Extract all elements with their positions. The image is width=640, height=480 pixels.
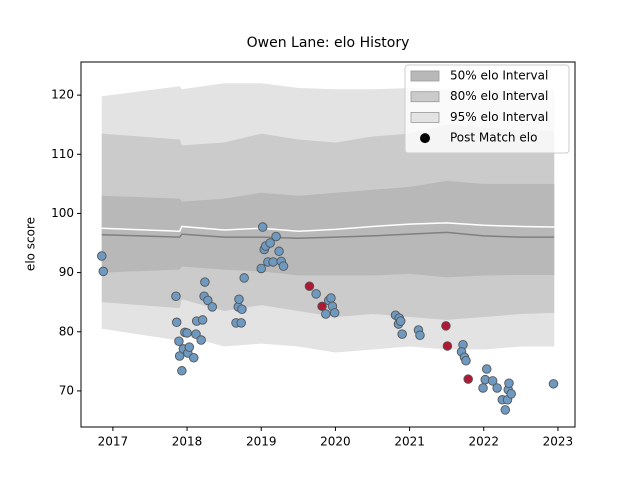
match-point [182, 328, 192, 338]
y-axis-label: elo score [24, 217, 38, 271]
match-point [461, 355, 471, 366]
match-point [506, 389, 516, 399]
legend-label: 80% elo Interval [450, 89, 548, 103]
match-point [278, 261, 289, 271]
match-point [441, 321, 451, 331]
legend-label: 95% elo Interval [450, 110, 548, 124]
legend-marker [420, 133, 430, 144]
match-point [321, 309, 331, 319]
match-point [274, 246, 284, 257]
match-point [97, 251, 107, 261]
match-point [237, 304, 247, 315]
match-point [239, 273, 249, 283]
x-tick-label: 2020 [320, 435, 351, 449]
match-point [442, 341, 453, 351]
match-point [265, 238, 275, 248]
x-tick-label: 2021 [394, 435, 425, 449]
legend: 50% elo Interval 80% elo Interval 95% elo … [404, 64, 570, 154]
match-point [234, 294, 244, 304]
match-point [196, 335, 206, 345]
match-point [257, 222, 268, 232]
match-point [271, 231, 281, 242]
match-point [191, 329, 201, 339]
match-point [478, 383, 488, 393]
match-point [203, 295, 213, 306]
match-point [171, 291, 181, 302]
x-tick-label: 2017 [98, 435, 129, 449]
match-point [207, 302, 218, 312]
match-point [98, 266, 109, 277]
match-point [397, 329, 407, 339]
match-point [171, 317, 182, 328]
match-point [415, 330, 425, 341]
y-tick-label: 110 [51, 147, 74, 161]
match-point [317, 301, 327, 312]
match-point [504, 378, 514, 388]
y-tick-label: 100 [51, 206, 74, 220]
match-point [463, 374, 473, 384]
match-point [268, 257, 278, 267]
match-point [492, 383, 502, 393]
legend-swatch [410, 91, 440, 103]
match-point [304, 281, 315, 291]
match-point [311, 289, 321, 299]
y-tick-label: 80 [59, 324, 74, 338]
center-line [101, 231, 555, 240]
legend-label: Post Match elo [450, 131, 537, 145]
x-tick-label: 2023 [543, 435, 574, 449]
match-point [329, 308, 340, 318]
y-tick-label: 120 [51, 88, 74, 102]
legend-swatch [410, 112, 440, 123]
match-point [500, 405, 511, 415]
match-point [177, 366, 187, 376]
match-point [197, 315, 208, 325]
center-line [101, 222, 555, 232]
match-point [395, 316, 406, 326]
chart-title: Owen Lane: elo History [247, 35, 410, 51]
match-point [548, 379, 559, 389]
match-point [174, 336, 184, 346]
x-tick-label: 2018 [172, 435, 203, 449]
match-point [236, 318, 246, 328]
match-point [326, 293, 336, 303]
x-tick-label: 2019 [246, 435, 277, 449]
legend-label: 50% elo Interval [450, 69, 548, 83]
match-point [188, 353, 199, 363]
x-tick-label: 2022 [468, 435, 499, 449]
match-point [481, 364, 492, 374]
plot-frame [80, 61, 576, 428]
match-point [256, 263, 266, 274]
y-tick-label: 90 [59, 265, 74, 279]
match-point [200, 277, 210, 287]
legend-box [404, 64, 570, 154]
match-point [184, 342, 195, 352]
legend-swatch [410, 70, 440, 82]
y-tick-label: 70 [59, 383, 74, 397]
match-point [487, 376, 498, 386]
